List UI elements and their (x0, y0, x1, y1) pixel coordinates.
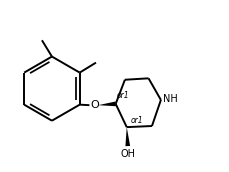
Polygon shape (98, 101, 115, 106)
Text: OH: OH (120, 149, 135, 159)
Text: or1: or1 (130, 116, 143, 125)
Text: or1: or1 (116, 92, 129, 100)
Text: O: O (90, 100, 99, 110)
Text: NH: NH (162, 94, 177, 104)
Polygon shape (125, 127, 130, 146)
